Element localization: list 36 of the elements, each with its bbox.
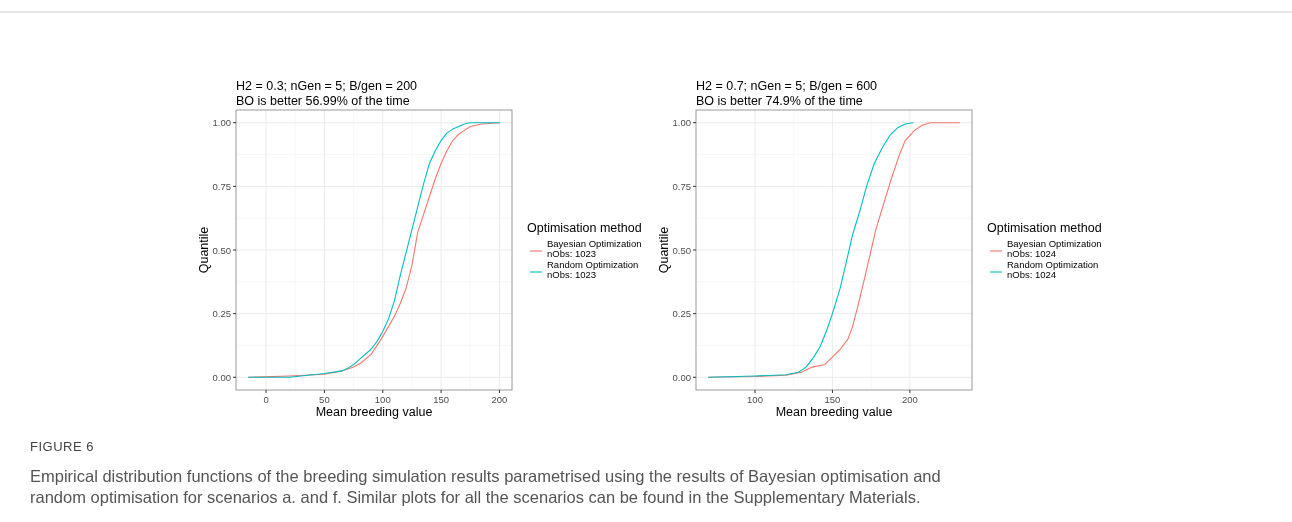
y-tick-label: 0.75 (212, 180, 231, 192)
x-tick-label: 100 (747, 394, 763, 405)
x-tick-label: 200 (491, 394, 508, 405)
chart-title: H2 = 0.7; nGen = 5; B/gen = 600 (696, 79, 878, 93)
y-tick-label: 0.50 (672, 244, 691, 256)
x-tick-label: 0 (263, 394, 269, 405)
x-tick-label: 150 (433, 394, 450, 405)
caption: FIGURE 6 (30, 439, 94, 454)
x-tick-label: 100 (374, 394, 391, 405)
legend-label: Random Optimization nObs: 1024 (1007, 259, 1099, 280)
line-series (708, 122, 914, 378)
chart-subtitle: BO is better 56.99% of the time (236, 94, 410, 108)
y-tick-label: 1.00 (672, 117, 691, 129)
y-tick-label: 0.00 (212, 371, 231, 383)
y-axis-title: Quantile (657, 226, 671, 274)
y-tick-label: 1.00 (212, 117, 231, 129)
legend-label: Random Optimization nObs: 1023 (547, 259, 639, 280)
y-tick-label: 0.75 (672, 180, 691, 192)
y-tick-label: 0.25 (212, 308, 231, 320)
legend-label: Bayesian Optimization nObs: 1023 (547, 238, 642, 259)
line-series (248, 122, 501, 378)
x-tick-label: 150 (824, 394, 841, 405)
y-axis-title: Quantile (197, 226, 211, 274)
y-tick-label: 0.25 (672, 308, 691, 320)
x-tick-label: 200 (901, 394, 918, 405)
x-tick-label: 50 (319, 394, 330, 405)
legend-title: Optimisation method (527, 221, 642, 235)
y-tick-label: 0.50 (212, 244, 231, 256)
text: Empirical distribution functions of the breeding simulation results parametrised using the results of Bayesian optimisation and random optimisation for scenarios a. and f. Similar plots for all the scenarios can be found in the Supplementary Materials. (30, 467, 941, 506)
x-axis-title: Mean breeding value (315, 405, 433, 419)
y-tick-label: 0.00 (672, 371, 691, 383)
legend-label: Bayesian Optimization nObs: 1024 (1007, 238, 1102, 259)
x-axis-title: Mean breeding value (775, 405, 893, 419)
chart-title: H2 = 0.3; nGen = 5; B/gen = 200 (236, 79, 418, 93)
legend-title: Optimisation method (987, 221, 1102, 235)
chart-subtitle: BO is better 74.9% of the time (696, 94, 863, 108)
